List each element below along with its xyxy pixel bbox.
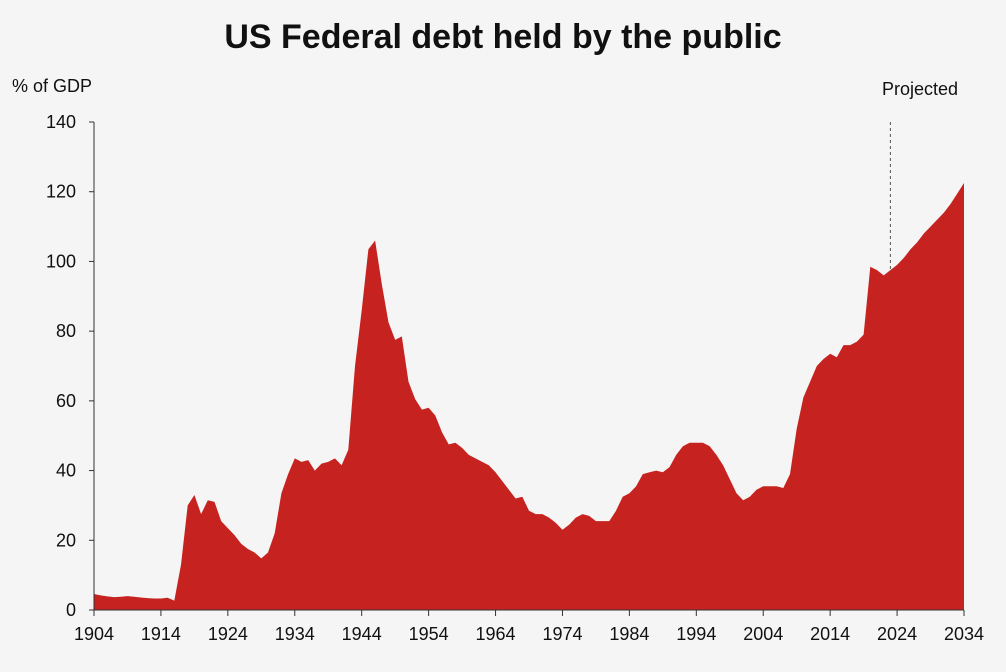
chart-title: US Federal debt held by the public (224, 18, 781, 56)
y-tick-label: 60 (56, 391, 76, 411)
y-tick-label: 80 (56, 321, 76, 341)
x-tick-label: 1984 (609, 624, 649, 644)
x-tick-label: 1994 (676, 624, 716, 644)
x-tick-label: 1904 (74, 624, 114, 644)
x-tick-label: 1974 (542, 624, 582, 644)
x-tick-label: 1924 (208, 624, 248, 644)
y-tick-label: 140 (46, 112, 76, 132)
y-tick-label: 0 (66, 600, 76, 620)
x-tick-label: 1954 (409, 624, 449, 644)
x-tick-label: 2034 (944, 624, 984, 644)
x-tick-label: 1944 (342, 624, 382, 644)
y-tick-label: 40 (56, 461, 76, 481)
x-tick-label: 1934 (275, 624, 315, 644)
projected-annotation-label: Projected (882, 79, 958, 99)
y-axis-label: % of GDP (12, 76, 92, 96)
y-tick-label: 20 (56, 530, 76, 550)
plot-area: 0 20 40 60 80 100 120 140 1904 1914 1924 1934 1944 19… (46, 112, 984, 644)
y-tick-label: 120 (46, 182, 76, 202)
x-tick-label: 1964 (476, 624, 516, 644)
y-tick-label: 100 (46, 251, 76, 271)
x-tick-label: 1914 (141, 624, 181, 644)
x-tick-label: 2014 (810, 624, 850, 644)
debt-area (94, 183, 964, 610)
x-tick-label: 2004 (743, 624, 783, 644)
x-tick-label: 2024 (877, 624, 917, 644)
